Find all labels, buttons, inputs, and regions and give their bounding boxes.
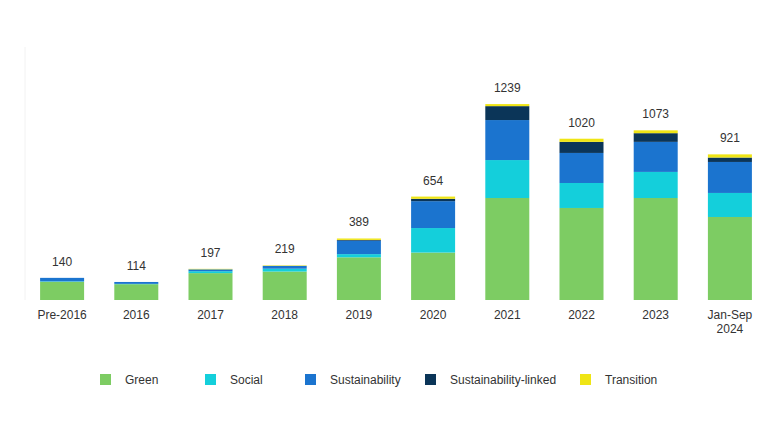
bar-segment xyxy=(114,281,158,282)
x-tick-label: 2023 xyxy=(642,308,669,322)
total-label: 1239 xyxy=(494,81,521,95)
total-label: 921 xyxy=(720,131,740,145)
bar-segment xyxy=(708,217,752,300)
x-tick-label: 2022 xyxy=(568,308,595,322)
bar-segment xyxy=(708,162,752,193)
bar-segment xyxy=(263,269,307,272)
bar-segment xyxy=(263,272,307,300)
x-tick-label: Pre-2016 xyxy=(37,308,87,322)
legend-label: Green xyxy=(125,373,158,387)
bar-segment xyxy=(337,241,381,254)
bar-segment xyxy=(485,160,529,198)
bar-segment xyxy=(189,268,233,269)
bar-segment xyxy=(634,198,678,300)
legend-label: Transition xyxy=(605,373,657,387)
legend-label: Sustainability xyxy=(330,373,401,387)
x-tick-label: Jan-Sep2024 xyxy=(708,308,753,336)
legend-swatch xyxy=(425,374,436,385)
total-label: 1073 xyxy=(642,107,669,121)
total-label: 1020 xyxy=(568,116,595,130)
legend-swatch xyxy=(580,374,591,385)
bar-segment xyxy=(411,201,455,228)
bar-segment xyxy=(560,142,604,153)
bar-segment xyxy=(560,139,604,142)
legend-swatch xyxy=(205,374,216,385)
bar-segment xyxy=(634,142,678,172)
bar-segment xyxy=(485,198,529,300)
chart-container: 140 114 197 219 389 654 1239 1020 1073 921 Pre-201… xyxy=(0,0,780,439)
bar-segment xyxy=(411,197,455,199)
bar-segment xyxy=(708,158,752,162)
x-tick-label: 2019 xyxy=(346,308,373,322)
bar-segment xyxy=(337,257,381,300)
bar-segment xyxy=(560,183,604,208)
x-tick-label: 2020 xyxy=(420,308,447,322)
legend-label: Social xyxy=(230,373,263,387)
total-label: 114 xyxy=(127,259,146,273)
bar-segment xyxy=(189,269,233,270)
x-tick-label: 2016 xyxy=(123,308,150,322)
total-label: 389 xyxy=(349,215,369,229)
bar-segment xyxy=(40,277,84,278)
bar-segment xyxy=(263,266,307,269)
total-label: 654 xyxy=(423,174,443,188)
bar-segment xyxy=(708,193,752,217)
total-label: 140 xyxy=(52,255,72,269)
bar-segment xyxy=(40,277,84,278)
legend-label: Sustainability-linked xyxy=(450,373,556,387)
x-tick-label: 2017 xyxy=(197,308,224,322)
bar-segment xyxy=(560,153,604,183)
bar-segment xyxy=(40,282,84,300)
chart-svg: 140 114 197 219 389 654 1239 1020 1073 921 Pre-201… xyxy=(0,0,780,439)
bar-segment xyxy=(634,130,678,133)
total-label: 219 xyxy=(275,242,295,256)
bar-segment xyxy=(337,254,381,257)
bar-segment xyxy=(485,106,529,120)
bar-segment xyxy=(634,172,678,198)
bar-segment xyxy=(263,265,307,266)
bar-segment xyxy=(40,278,84,281)
bar-segment xyxy=(189,271,233,273)
x-tick-label: 2021 xyxy=(494,308,521,322)
legend-swatch xyxy=(100,374,111,385)
bar-segment xyxy=(263,265,307,266)
x-tick-label: 2018 xyxy=(271,308,298,322)
legend-swatch xyxy=(305,374,316,385)
bar-segment xyxy=(485,104,529,106)
bar-segment xyxy=(411,253,455,300)
bar-segment xyxy=(114,284,158,300)
bar-segment xyxy=(411,199,455,201)
bar-segment xyxy=(189,273,233,300)
y-axis-line xyxy=(25,47,26,300)
bar-segment xyxy=(337,239,381,241)
bar-segment xyxy=(708,154,752,157)
bar-segment xyxy=(114,282,158,284)
total-label: 197 xyxy=(200,246,220,260)
bar-segment xyxy=(189,269,233,271)
bars xyxy=(40,104,752,300)
bar-segment xyxy=(634,133,678,142)
bar-segment xyxy=(411,228,455,253)
bar-segment xyxy=(337,238,381,239)
bar-segment xyxy=(485,120,529,160)
bar-segment xyxy=(114,281,158,282)
bar-segment xyxy=(560,208,604,300)
